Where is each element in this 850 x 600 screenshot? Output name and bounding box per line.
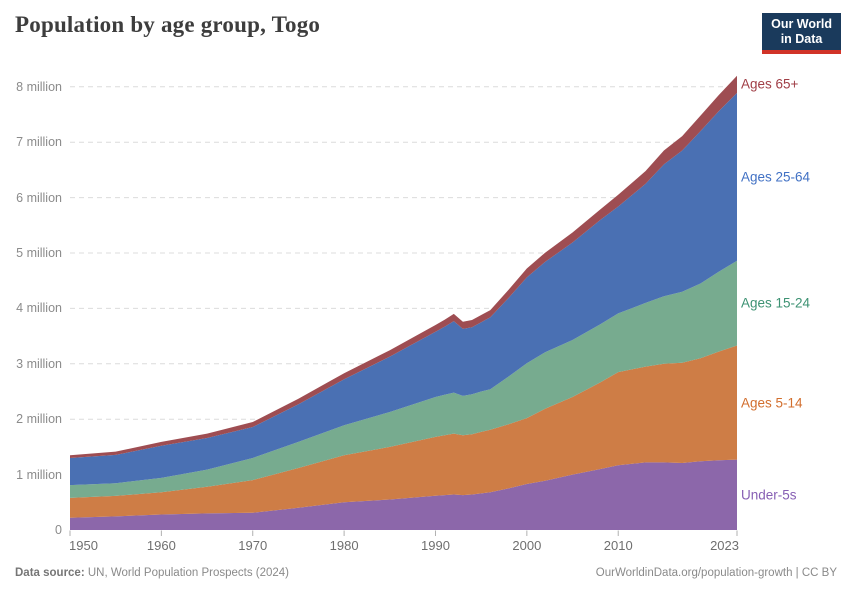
y-axis-label-3: 3 million [16,356,62,371]
x-axis-label-2000: 2000 [512,538,542,553]
area-ages-5-14[interactable] [70,345,737,518]
series-label-ages-15-24[interactable]: Ages 15-24 [741,295,811,311]
y-axis-label-8: 8 million [16,79,62,94]
citation-link[interactable]: OurWorldinData.org/population-growth | C… [595,567,837,579]
owid-logo-line1: Our World [771,17,832,31]
owid-logo[interactable]: Our World in Data [762,13,841,54]
y-axis-label-7: 7 million [16,135,62,150]
area-ages-25-64[interactable] [70,92,737,486]
y-axis-label-5: 5 million [16,246,62,260]
series-label-ages-25-64[interactable]: Ages 25-64 [741,169,811,185]
series-label-ages-65[interactable]: Ages 65+ [741,76,799,92]
y-axis-label-6: 6 million [16,190,62,205]
data-source-label: Data source: [15,567,85,579]
data-source: Data source: UN, World Population Prospe… [15,567,289,579]
data-source-text: UN, World Population Prospects (2024) [87,567,290,579]
series-label-under-5s[interactable]: Under-5s [741,487,797,503]
x-axis-label-1960: 1960 [146,538,176,553]
x-axis-label-1950: 1950 [69,538,98,553]
y-axis-label-2: 2 million [16,412,62,427]
series-label-ages-5-14[interactable]: Ages 5-14 [741,395,803,411]
owid-logo-line2: in Data [780,31,823,46]
x-axis-label-2023: 2023 [710,538,739,553]
x-axis-label-1980: 1980 [329,538,359,553]
chart-title: Population by age group, Togo [15,12,321,37]
y-axis-label-0: 0 [55,523,62,537]
x-axis-label-1970: 1970 [238,538,268,553]
area-under-5s[interactable] [70,459,737,530]
y-axis-label-4: 4 million [16,301,62,316]
x-axis-label-1990: 1990 [421,538,450,553]
area-ages-15-24[interactable] [70,260,737,498]
chart-footer: Data source: UN, World Population Prospe… [15,567,837,579]
y-axis-label-1: 1 million [16,467,62,482]
x-axis-label-2010: 2010 [603,538,633,553]
